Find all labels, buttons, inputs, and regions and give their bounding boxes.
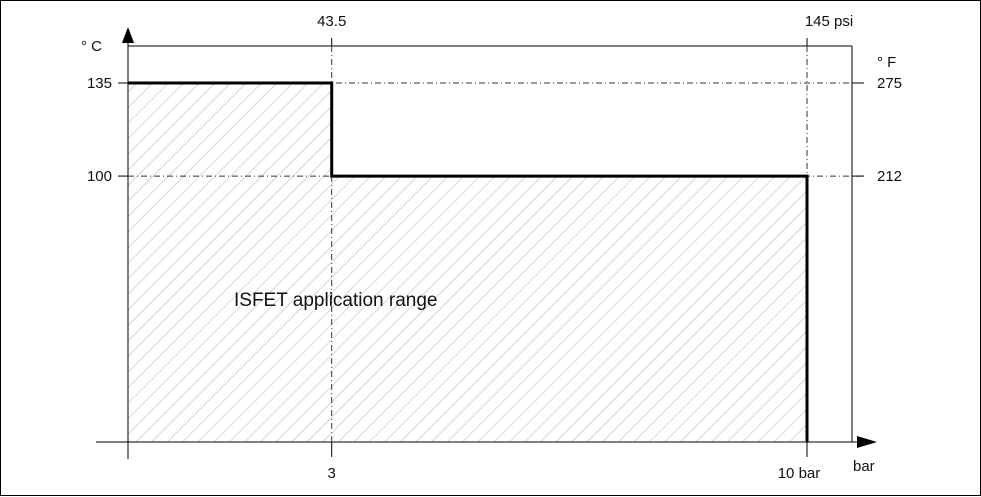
y-tick-label-fahrenheit: 275 (877, 75, 902, 92)
application-range-area (128, 83, 807, 442)
application-range-label: ISFET application range (234, 290, 438, 311)
y-tick-label-celsius: 100 (87, 168, 112, 185)
y-tick-label-fahrenheit: 212 (877, 168, 902, 185)
x-tick-label-bar: 3 (328, 465, 336, 482)
y-tick-label-celsius: 135 (87, 75, 112, 92)
x-tick-label-psi: 43.5 (317, 13, 346, 30)
x-axis-arrowhead (857, 436, 877, 448)
x-tick-label-psi: 145 psi (805, 13, 853, 30)
application-range-boundary (128, 81, 809, 442)
x-tick-label-bar: 10 bar (778, 465, 821, 482)
right-axis-unit: ° F (877, 54, 896, 71)
left-axis-unit: ° C (81, 38, 102, 55)
y-axis-arrowhead (122, 27, 134, 43)
bottom-axis-unit: bar (853, 458, 875, 475)
